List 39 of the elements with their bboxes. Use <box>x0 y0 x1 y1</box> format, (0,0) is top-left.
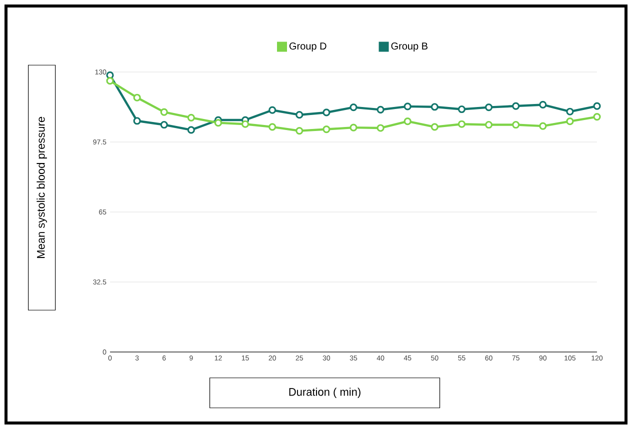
point <box>484 120 493 129</box>
point <box>268 106 276 114</box>
point <box>404 102 412 110</box>
point <box>593 112 601 121</box>
x-axis-title: Duration ( min) <box>289 388 360 398</box>
point <box>539 122 547 130</box>
point <box>160 120 168 129</box>
point <box>484 104 493 112</box>
point <box>458 120 466 128</box>
point <box>566 108 574 116</box>
point <box>133 94 141 102</box>
point <box>458 105 466 114</box>
point <box>187 126 195 134</box>
point <box>404 118 412 126</box>
point <box>322 125 330 134</box>
point <box>133 117 141 125</box>
point <box>350 124 358 132</box>
point <box>430 123 438 131</box>
point <box>160 108 168 116</box>
point <box>187 114 195 122</box>
point <box>512 120 520 129</box>
point <box>268 123 276 131</box>
point <box>512 102 520 110</box>
point <box>296 126 304 135</box>
legend-label: Group B <box>391 42 428 52</box>
legend-label: Group D <box>289 42 326 52</box>
y-axis-title: Mean systolic blood pressure <box>36 116 47 258</box>
point <box>430 103 438 111</box>
point <box>241 120 250 128</box>
point <box>566 118 574 126</box>
point <box>322 108 330 116</box>
point <box>593 102 601 110</box>
point <box>376 106 384 114</box>
point <box>214 119 222 127</box>
point <box>106 77 114 85</box>
point <box>539 100 547 109</box>
point <box>376 124 384 132</box>
point <box>296 111 304 119</box>
point <box>350 104 358 112</box>
